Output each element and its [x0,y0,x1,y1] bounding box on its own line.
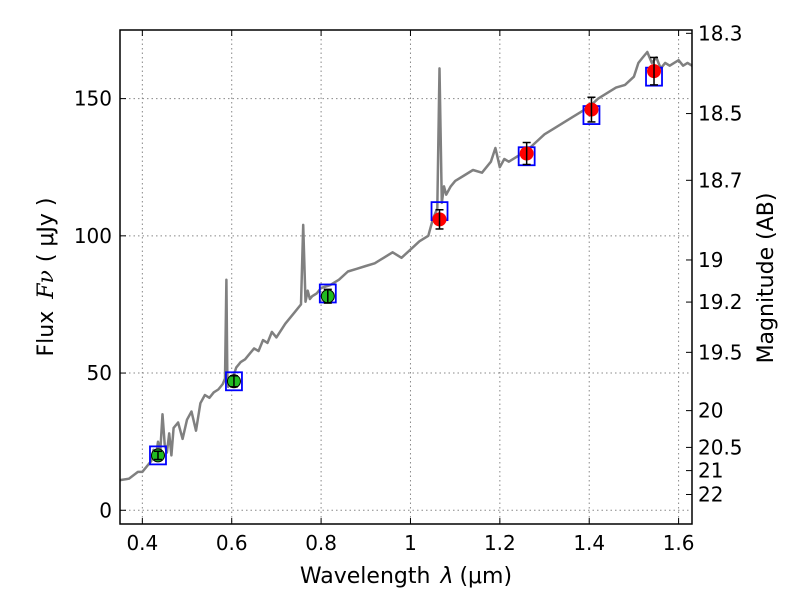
magnitude-tick-label: 20 [698,399,723,423]
y-ticks: 0 50 100 150 [74,87,126,522]
x-axis-label: Wavelength λ (μm) [300,564,512,589]
y-axis-symbol: Fν [34,270,59,300]
x-tick-label: 0.4 [126,531,158,555]
y-tick-label: 150 [74,87,112,111]
magnitude-tick-label: 18.3 [698,21,743,45]
magnitude-tick-label: 21 [698,459,723,483]
magnitude-tick-label: 20.5 [698,435,743,459]
magnitude-tick-label: 18.5 [698,102,743,126]
observed-points [150,56,662,463]
x-tick-label: 0.8 [305,531,337,555]
y-tick-label: 0 [99,498,112,522]
model-photometry-box [225,371,243,392]
magnitude-tick-label: 19.5 [698,340,743,364]
plot-frame [119,29,693,525]
magnitude-tick-label: 19 [698,248,723,272]
model-photometry-box [149,445,167,466]
y-tick-label: 100 [74,224,112,248]
x-ticks: 0.4 0.6 0.8 1 1.2 1.4 1.6 [126,30,695,555]
magnitude-tick-label: 18.7 [698,168,743,192]
x-tick-label: 1 [404,531,417,555]
magnitude-tick-label: 19.2 [698,290,743,314]
magnitude-tick-label: 22 [698,482,723,506]
x-tick-label: 1.6 [663,531,695,555]
y-tick-label: 50 [87,361,112,385]
y-axis-label: Flux Fν ( μJy ) [34,197,59,356]
y-axis-units: ( μJy ) [34,197,59,262]
x-axis-label-text: Wavelength [300,564,431,589]
x-tick-label: 1.2 [484,531,516,555]
x-tick-label: 0.6 [216,531,248,555]
right-axis-label: Magnitude (AB) [754,193,779,364]
plot-background [120,30,692,524]
x-axis-units: (μm) [459,564,512,589]
x-axis-symbol: λ [439,564,453,589]
y-axis-label-text: Flux [34,311,59,357]
x-tick-label: 1.4 [573,531,605,555]
